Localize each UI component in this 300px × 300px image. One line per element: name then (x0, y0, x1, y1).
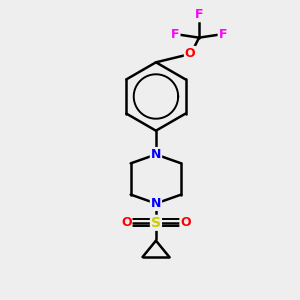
Text: S: S (151, 216, 161, 230)
Text: O: O (185, 47, 195, 60)
Text: O: O (180, 216, 191, 229)
Text: F: F (195, 8, 203, 21)
Text: F: F (171, 28, 179, 40)
Text: N: N (151, 148, 161, 161)
Text: O: O (121, 216, 131, 229)
Text: F: F (219, 28, 227, 40)
Text: N: N (151, 197, 161, 210)
